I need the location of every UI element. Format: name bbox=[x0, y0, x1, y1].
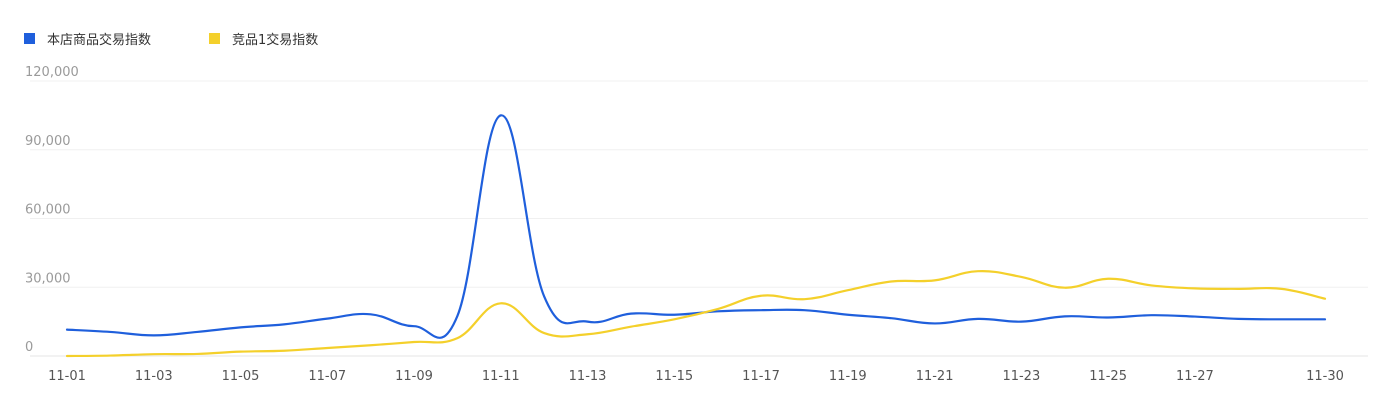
legend[interactable]: 本店商品交易指数 竞品1交易指数 bbox=[24, 32, 318, 48]
x-tick-label: 11-15 bbox=[655, 369, 693, 384]
x-tick-label: 11-05 bbox=[222, 369, 260, 384]
x-tick-label: 11-07 bbox=[308, 369, 346, 384]
x-tick-label: 11-13 bbox=[569, 369, 607, 384]
x-tick-label: 11-30 bbox=[1306, 369, 1344, 384]
legend-label: 竞品1交易指数 bbox=[232, 32, 318, 48]
x-tick-label: 11-03 bbox=[135, 369, 173, 384]
x-tick-label: 11-27 bbox=[1176, 369, 1214, 384]
x-tick-label: 11-19 bbox=[829, 369, 867, 384]
x-tick-label: 11-25 bbox=[1089, 369, 1127, 384]
legend-item-1[interactable]: 本店商品交易指数 bbox=[24, 32, 151, 48]
x-axis-ticks: 11-01 11-03 11-05 11-07 11-09 11-11 11-13 11-15… bbox=[48, 369, 1344, 384]
x-tick-label: 11-01 bbox=[48, 369, 86, 384]
x-tick-label: 11-21 bbox=[916, 369, 954, 384]
y-tick-label: 0 bbox=[25, 340, 33, 355]
x-tick-label: 11-11 bbox=[482, 369, 520, 384]
x-tick-label: 11-17 bbox=[742, 369, 780, 384]
legend-label: 本店商品交易指数 bbox=[47, 32, 151, 48]
y-tick-label: 120,000 bbox=[25, 65, 79, 80]
series-line-1[interactable] bbox=[65, 114, 1327, 339]
legend-swatch bbox=[209, 33, 220, 44]
grid-lines bbox=[30, 80, 1368, 357]
y-tick-label: 60,000 bbox=[25, 203, 71, 218]
series-lines[interactable] bbox=[65, 114, 1327, 358]
series-line-2[interactable] bbox=[65, 270, 1327, 358]
y-tick-label: 90,000 bbox=[25, 134, 71, 149]
legend-swatch bbox=[24, 33, 35, 44]
legend-item-2[interactable]: 竞品1交易指数 bbox=[209, 32, 318, 48]
y-axis-ticks: 0 30,000 60,000 90,000 120,000 bbox=[25, 65, 79, 355]
x-tick-label: 11-09 bbox=[395, 369, 433, 384]
y-tick-label: 30,000 bbox=[25, 271, 71, 286]
x-tick-label: 11-23 bbox=[1002, 369, 1040, 384]
